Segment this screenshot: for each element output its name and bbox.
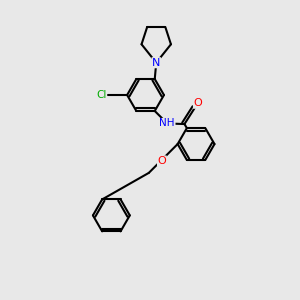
Text: O: O: [194, 98, 202, 108]
Text: Cl: Cl: [96, 90, 106, 100]
Text: O: O: [158, 156, 166, 166]
Text: NH: NH: [160, 118, 175, 128]
Text: N: N: [152, 58, 160, 68]
